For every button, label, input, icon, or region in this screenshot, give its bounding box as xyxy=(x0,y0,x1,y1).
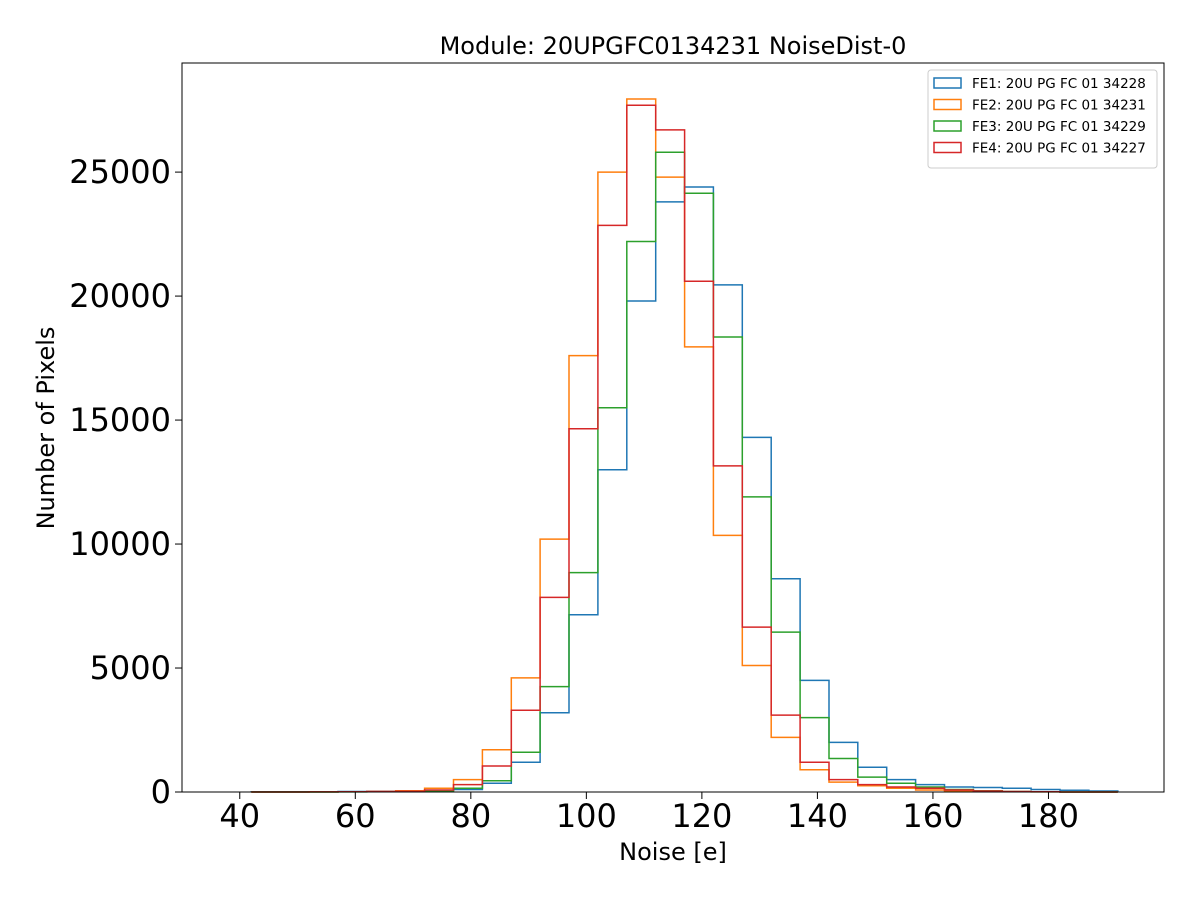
legend-swatch-fe4 xyxy=(933,141,962,154)
x-tick-label: 140 xyxy=(787,797,848,835)
y-tick-label: 10000 xyxy=(69,525,171,563)
y-tick-label: 15000 xyxy=(69,401,171,439)
x-tick-label: 80 xyxy=(450,797,491,835)
x-tick-label: 120 xyxy=(671,797,732,835)
histogram-series-fe4 xyxy=(251,104,1118,793)
x-tick-label: 180 xyxy=(1018,797,1079,835)
legend-frame xyxy=(927,69,1158,169)
y-tick-label: 20000 xyxy=(69,277,171,315)
legend-swatch-fe3 xyxy=(933,120,962,132)
y-axis-label: Number of Pixels xyxy=(32,327,60,530)
legend-label-fe2: FE2: 20U PG FC 01 34231 xyxy=(972,98,1146,114)
x-tick-label: 60 xyxy=(335,797,376,835)
x-tick-label: 160 xyxy=(902,797,963,835)
chart-title: Module: 20UPGFC0134231 NoiseDist-0 xyxy=(440,32,907,60)
y-tick-label: 25000 xyxy=(69,153,171,191)
x-tick-label: 100 xyxy=(556,797,617,835)
axes-layer: 40 60 80 100 120 140 160 180 0 5000 10000 15000 2000… xyxy=(69,153,1079,835)
y-tick-label: 0 xyxy=(151,773,171,811)
plot-frame xyxy=(181,62,1165,793)
legend-swatch-fe2 xyxy=(933,98,962,111)
legend-label-fe4: FE4: 20U PG FC 01 34227 xyxy=(972,141,1146,157)
x-tick-label: 40 xyxy=(219,797,260,835)
x-axis-label: Noise [e] xyxy=(619,838,727,866)
legend-label-fe3: FE3: 20U PG FC 01 34229 xyxy=(972,119,1146,135)
legend: FE1: 20U PG FC 01 34228 FE2: 20U PG FC 01… xyxy=(927,69,1158,169)
histogram-series-layer xyxy=(250,98,1119,793)
legend-label-fe1: FE1: 20U PG FC 01 34228 xyxy=(972,76,1146,92)
legend-swatch-fe1 xyxy=(933,77,962,89)
y-tick-label: 5000 xyxy=(90,649,171,687)
